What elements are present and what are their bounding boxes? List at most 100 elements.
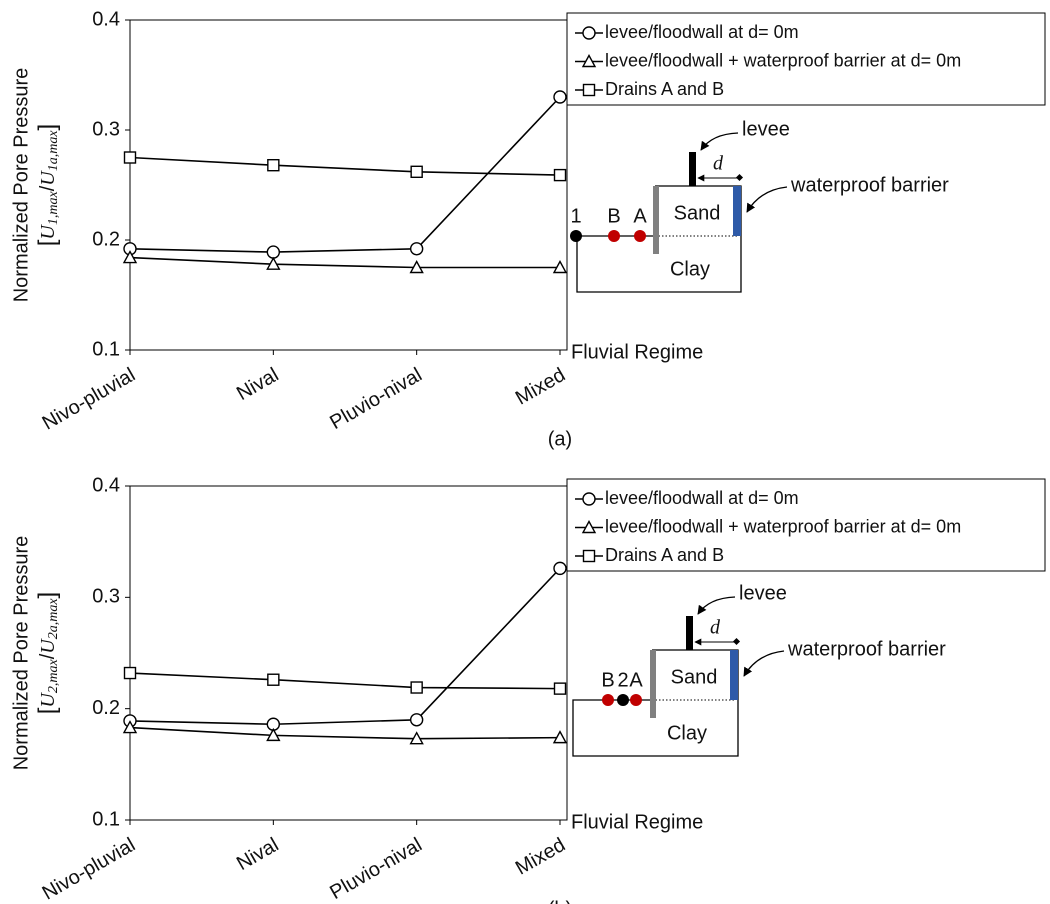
subscript: 1a,max <box>46 130 61 172</box>
marker-circle <box>582 26 596 40</box>
series-line <box>129 96 561 253</box>
marker-square <box>410 165 423 179</box>
y-tick-label: 0.1 <box>92 338 120 360</box>
marker-triangle <box>552 730 568 744</box>
marker-circle <box>409 713 424 727</box>
x-tick-label: Pluvio-nival <box>326 364 426 434</box>
distance-label: d <box>713 153 724 175</box>
y-tick-label: 0.3 <box>92 586 120 608</box>
subplot-label: (a) <box>548 428 572 450</box>
legend-label: Drains A and B <box>605 545 724 565</box>
waterproof-barrier <box>733 186 741 236</box>
series-line <box>129 567 561 726</box>
series-line <box>129 256 560 269</box>
levee-pointer <box>700 132 739 151</box>
bracket: [ <box>34 239 61 246</box>
marker-square <box>267 158 280 172</box>
marker-triangle <box>266 727 281 742</box>
marker-square <box>123 151 137 164</box>
clay-label: Clay <box>670 258 710 280</box>
marker-triangle <box>409 731 424 745</box>
levee-pointer <box>697 596 736 615</box>
marker-triangle <box>581 54 597 68</box>
marker-triangle <box>122 250 138 264</box>
measurement-point <box>608 230 620 242</box>
plot-area <box>129 19 568 351</box>
symbol: U <box>37 692 59 708</box>
bracket: ] <box>34 592 61 599</box>
y-tick-label: 0.1 <box>92 808 120 830</box>
x-tick-label: Nival <box>233 834 282 875</box>
separator: / <box>37 185 59 191</box>
subscript: 2,max <box>46 658 61 693</box>
measurement-point <box>630 694 642 706</box>
y-tick-label: 0.4 <box>92 8 120 30</box>
y-tick-label: 0.4 <box>92 474 120 496</box>
x-axis-label: Fluvial Regime <box>571 811 703 833</box>
measurement-point <box>570 230 582 242</box>
point-label: B <box>601 669 614 691</box>
x-tick-label: Mixed <box>512 364 569 410</box>
levee <box>689 152 696 186</box>
symbol: U <box>37 638 59 654</box>
legend-label: levee/floodwall at d= 0m <box>605 488 799 508</box>
marker-square <box>410 681 423 694</box>
series-line <box>129 726 561 740</box>
symbol: U <box>37 224 59 240</box>
y-tick-label: 0.2 <box>92 697 120 719</box>
levee-label: levee <box>742 118 790 140</box>
point-label: 1 <box>570 205 581 227</box>
x-tick-label: Mixed <box>512 834 569 880</box>
marker-triangle <box>552 260 568 274</box>
marker-square <box>582 83 596 97</box>
distance-end <box>732 637 741 646</box>
x-axis-label: Fluvial Regime <box>571 341 703 363</box>
marker-triangle <box>581 520 597 534</box>
subscript: 1,max <box>46 190 61 225</box>
distance-end <box>735 173 744 182</box>
sand-label: Sand <box>671 666 718 688</box>
distance-label: d <box>710 617 721 639</box>
clay-box <box>576 185 742 293</box>
legend-label: levee/floodwall + waterproof barrier at … <box>605 516 961 536</box>
marker-circle <box>553 561 567 576</box>
y-tick-label: 0.2 <box>92 228 120 250</box>
subscript: 2a,max <box>46 598 61 640</box>
marker-triangle <box>122 720 138 734</box>
x-tick-label: Nival <box>233 364 282 405</box>
bracket: [ <box>34 707 61 714</box>
y-tick-label: 0.3 <box>92 118 120 140</box>
x-tick-label: Nivo-pluvial <box>39 834 140 904</box>
measurement-point <box>617 694 629 706</box>
barrier-label: waterproof barrier <box>787 638 946 660</box>
marker-square <box>582 549 596 563</box>
measurement-point <box>602 694 614 706</box>
y-axis-formula: [U1,max/U1a,max] <box>34 124 61 246</box>
levee <box>686 616 693 650</box>
clay-label: Clay <box>667 722 707 744</box>
x-tick-label: Pluvio-nival <box>326 834 426 904</box>
y-axis-label: Normalized Pore Pressure <box>10 68 32 303</box>
point-label: A <box>629 669 643 691</box>
marker-triangle <box>409 260 424 274</box>
y-axis-label: Normalized Pore Pressure <box>10 536 32 771</box>
clay-box <box>572 649 739 757</box>
marker-circle <box>266 245 281 259</box>
waterproof-barrier <box>730 650 738 700</box>
floodwall <box>650 650 656 718</box>
x-tick-label: Nivo-pluvial <box>39 364 140 435</box>
marker-circle <box>553 90 567 104</box>
marker-square <box>553 168 567 182</box>
marker-square <box>123 666 137 680</box>
marker-square <box>553 682 567 695</box>
sand-label: Sand <box>674 202 721 224</box>
marker-circle <box>409 242 424 256</box>
subplot-label: (b) <box>548 898 572 904</box>
legend-label: Drains A and B <box>605 79 724 99</box>
floodwall <box>653 186 659 254</box>
series-line <box>129 672 561 690</box>
measurement-point <box>634 230 646 242</box>
barrier-label: waterproof barrier <box>790 174 949 196</box>
marker-circle <box>582 492 596 506</box>
